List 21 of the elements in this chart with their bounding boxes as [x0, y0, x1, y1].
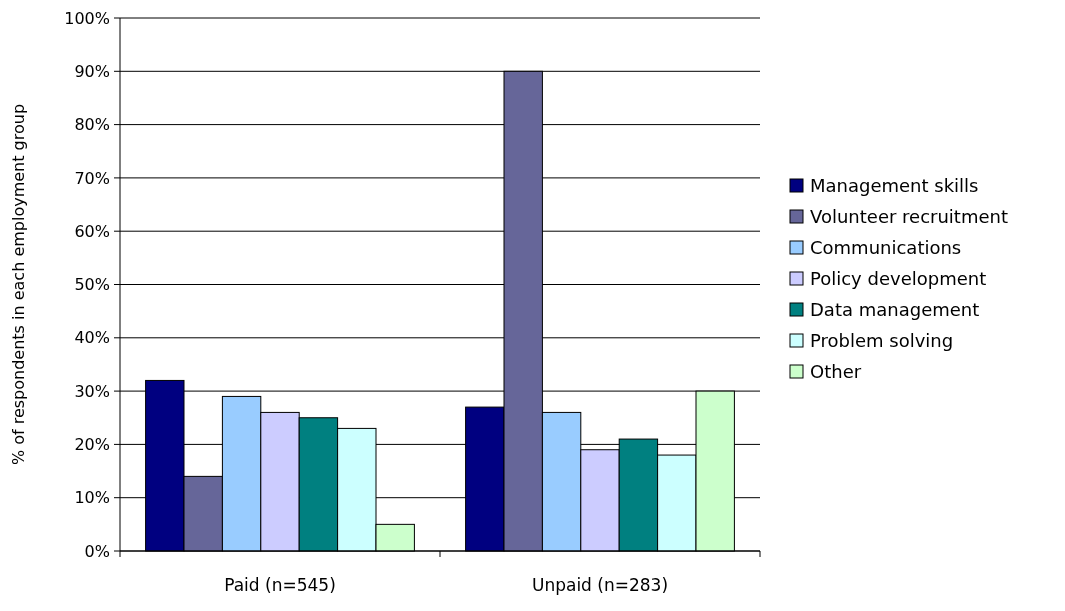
y-tick-label: 20% — [74, 435, 110, 454]
y-tick-label: 80% — [74, 115, 110, 135]
y-tick-label: 40% — [74, 328, 110, 348]
legend-label: Problem solving — [810, 330, 954, 352]
legend-label: Data management — [810, 299, 980, 321]
y-tick-label: 70% — [74, 168, 110, 188]
legend-label: Management skills — [810, 175, 979, 197]
y-tick-label: 100% — [64, 8, 110, 28]
y-tick-label: 0% — [84, 541, 110, 561]
x-tick-label: Unpaid (n=283) — [531, 575, 669, 595]
y-tick-label: 10% — [74, 488, 110, 508]
x-tick-label: Paid (n=545) — [224, 575, 336, 595]
y-tick-label: 30% — [74, 381, 110, 401]
legend-label: Volunteer recruitment — [810, 206, 1008, 228]
legend-label: Other — [810, 361, 862, 383]
y-tick-label: 60% — [74, 221, 110, 241]
legend-label: Policy development — [810, 268, 987, 290]
y-tick-label: 50% — [74, 275, 110, 295]
y-axis-title: % of respondents in each employment group — [9, 103, 28, 466]
y-tick-label: 90% — [74, 61, 110, 81]
legend-label: Communications — [810, 237, 962, 259]
